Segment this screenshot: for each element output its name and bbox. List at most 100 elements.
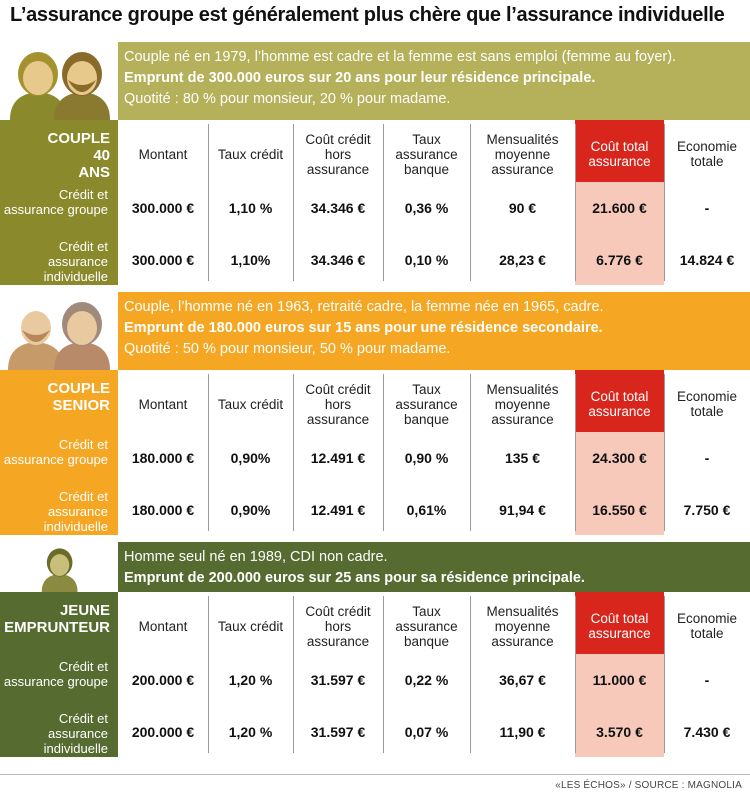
scenario-line-1: Couple né en 1979, l’homme est cadre et …	[124, 49, 677, 65]
value-groupe-mensualites: 36,67 €	[499, 672, 546, 688]
scenario-line-3: Quotité : 50 % pour monsieur, 50 % pour …	[124, 341, 451, 357]
value-individuelle-taux-credit: 0,90%	[230, 501, 271, 518]
header-taux-assurance: Taux assurance banque	[395, 131, 458, 177]
column-divider	[664, 596, 665, 753]
value-groupe-montant: 180.000 €	[131, 450, 195, 466]
column-divider	[470, 596, 471, 753]
column-divider	[664, 374, 665, 531]
header-montant: Montant	[138, 618, 188, 634]
group-sidebar	[0, 592, 118, 757]
value-individuelle-montant: 180.000 €	[131, 501, 195, 518]
group-label: COUPLE SENIOR	[47, 380, 110, 414]
column-divider	[470, 124, 471, 281]
value-groupe-montant: 200.000 €	[131, 672, 195, 688]
value-groupe-montant: 300.000 €	[131, 200, 195, 216]
couple-young-icon	[0, 42, 118, 120]
value-groupe-taux-assurance: 0,90 %	[404, 450, 449, 466]
scenario-line-3: Quotité : 80 % pour monsieur, 20 % pour …	[124, 91, 451, 107]
row-label-individuelle: Crédit et assurance individuelle	[43, 711, 108, 756]
value-groupe-taux-credit: 1,20 %	[228, 672, 273, 688]
group-sidebar	[0, 370, 118, 535]
page-title: L’assurance groupe est généralement plus…	[10, 4, 725, 26]
scenario-line-2: Emprunt de 300.000 euros sur 20 ans pour…	[124, 70, 596, 86]
value-individuelle-mensualites: 91,94 €	[499, 501, 546, 518]
header-taux-assurance: Taux assurance banque	[395, 381, 458, 427]
value-individuelle-taux-assurance: 0,61%	[406, 501, 447, 518]
column-divider	[293, 124, 294, 281]
scenario-description: Homme seul né en 1989, CDI non cadre. Emp…	[118, 542, 750, 592]
header-cout-total: Coût total assurance	[575, 370, 664, 432]
cout-total-column-highlight	[575, 654, 664, 757]
column-divider	[575, 124, 576, 281]
group-label: COUPLE 40 ANS	[47, 130, 110, 181]
value-individuelle-cout-total: 16.550 €	[592, 501, 647, 518]
section-couple-40: Couple né en 1979, l’homme est cadre et …	[0, 42, 750, 285]
scenario-description: Couple né en 1979, l’homme est cadre et …	[118, 42, 750, 120]
single-icon	[0, 542, 118, 592]
header-montant: Montant	[138, 396, 188, 412]
value-groupe-taux-credit: 0,90%	[230, 450, 271, 466]
section-jeune-emprunteur: Homme seul né en 1989, CDI non cadre. Emp…	[0, 542, 750, 757]
value-individuelle-economie: 7.750 €	[683, 501, 731, 518]
column-divider	[664, 124, 665, 281]
value-groupe-taux-assurance: 0,22 %	[404, 672, 449, 688]
scenario-line-2: Emprunt de 180.000 euros sur 15 ans pour…	[124, 320, 603, 336]
value-groupe-cout-total: 24.300 €	[592, 450, 647, 466]
scenario-description: Couple, l’homme né en 1963, retraité cad…	[118, 292, 750, 370]
value-groupe-economie: -	[704, 200, 710, 216]
column-divider	[575, 596, 576, 753]
column-divider	[293, 596, 294, 753]
header-taux-credit: Taux crédit	[217, 618, 284, 634]
value-groupe-economie: -	[704, 450, 710, 466]
value-individuelle-economie: 7.430 €	[683, 723, 731, 740]
header-cout-hors: Coût crédit hors assurance	[305, 381, 371, 427]
couple-senior-icon	[0, 292, 118, 370]
value-groupe-cout-hors: 31.597 €	[310, 672, 366, 688]
value-individuelle-cout-hors: 31.597 €	[310, 723, 366, 740]
scenario-line-1: Homme seul né en 1989, CDI non cadre.	[124, 549, 388, 565]
value-individuelle-taux-assurance: 0,10 %	[404, 251, 449, 268]
value-individuelle-cout-total: 6.776 €	[596, 251, 643, 268]
bottom-divider	[0, 774, 750, 775]
source-note: «LES ÉCHOS» / SOURCE : MAGNOLIA	[555, 780, 742, 791]
value-individuelle-taux-credit: 1,10%	[230, 251, 271, 268]
header-cout-total: Coût total assurance	[575, 120, 664, 182]
value-individuelle-cout-hors: 34.346 €	[310, 251, 366, 268]
group-label: JEUNE EMPRUNTEUR	[4, 602, 110, 636]
row-label-groupe: Crédit et assurance groupe	[3, 437, 108, 467]
column-divider	[208, 124, 209, 281]
value-groupe-cout-total: 11.000 €	[592, 672, 647, 688]
value-individuelle-montant: 200.000 €	[131, 723, 195, 740]
value-groupe-economie: -	[704, 672, 710, 688]
header-economie: Economie totale	[676, 611, 738, 641]
value-groupe-cout-hors: 12.491 €	[310, 450, 366, 466]
value-groupe-mensualites: 90 €	[508, 200, 537, 216]
header-taux-credit: Taux crédit	[217, 146, 284, 162]
header-cout-hors: Coût crédit hors assurance	[305, 603, 371, 649]
value-individuelle-cout-hors: 12.491 €	[310, 501, 366, 518]
row-label-individuelle: Crédit et assurance individuelle	[43, 239, 108, 284]
column-divider	[293, 374, 294, 531]
value-individuelle-mensualites: 28,23 €	[499, 251, 546, 268]
group-sidebar	[0, 120, 118, 285]
column-divider	[575, 374, 576, 531]
value-individuelle-cout-total: 3.570 €	[596, 723, 643, 740]
section-couple-senior: Couple, l’homme né en 1963, retraité cad…	[0, 292, 750, 535]
value-groupe-cout-hors: 34.346 €	[310, 200, 366, 216]
header-cout-hors: Coût crédit hors assurance	[305, 131, 371, 177]
header-taux-assurance: Taux assurance banque	[395, 603, 458, 649]
column-divider	[383, 124, 384, 281]
header-montant: Montant	[138, 146, 188, 162]
value-individuelle-taux-credit: 1,20 %	[228, 723, 273, 740]
column-divider	[383, 596, 384, 753]
scenario-line-2: Emprunt de 200.000 euros sur 25 ans pour…	[124, 570, 585, 586]
row-label-individuelle: Crédit et assurance individuelle	[43, 489, 108, 534]
value-groupe-taux-assurance: 0,36 %	[404, 200, 449, 216]
header-mensualites: Mensualités moyenne assurance	[486, 131, 559, 177]
header-economie: Economie totale	[676, 139, 738, 169]
column-divider	[383, 374, 384, 531]
value-groupe-cout-total: 21.600 €	[592, 200, 647, 216]
header-mensualites: Mensualités moyenne assurance	[486, 603, 559, 649]
header-cout-total: Coût total assurance	[575, 592, 664, 654]
value-groupe-mensualites: 135 €	[504, 450, 541, 466]
